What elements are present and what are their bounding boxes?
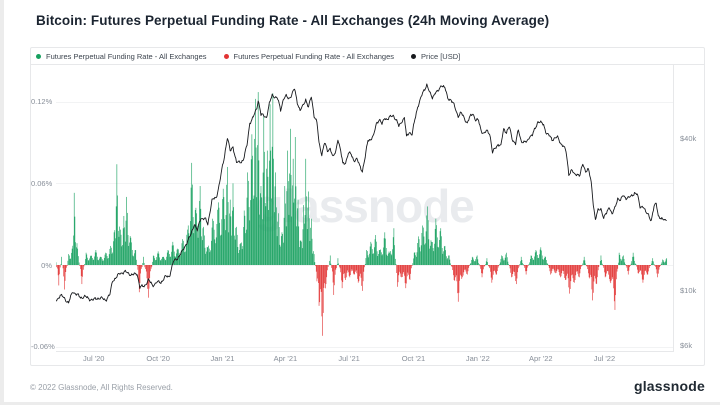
x-axis-tick: Jan '21 [210, 354, 235, 363]
chart-card: Futures Perpetual Funding Rate - All Exc… [30, 47, 705, 366]
x-axis-tick: Apr '21 [273, 354, 298, 363]
legend-label: Futures Perpetual Funding Rate - All Exc… [46, 51, 207, 61]
chart-title: Bitcoin: Futures Perpetual Funding Rate … [36, 13, 550, 28]
legend-item-price[interactable]: Price [USD] [411, 52, 460, 61]
x-axis-tick: Jul '22 [593, 354, 616, 363]
legend-label: Price [USD] [421, 51, 461, 61]
x-axis-tick: Jul '21 [338, 354, 360, 363]
x-axis-tick: Apr '22 [529, 354, 553, 363]
page-edge-left [0, 0, 4, 405]
legend-item-funding-negative[interactable]: Futures Perpetual Funding Rate - All Exc… [223, 51, 395, 61]
legend-label: Futures Perpetual Funding Rate - All Exc… [233, 51, 395, 61]
y-axis-right-tick: $40k [680, 134, 697, 144]
y-axis-right-tick: $6k [680, 341, 693, 351]
x-axis-tick: Jan '22 [465, 354, 490, 363]
page-edge-bottom [0, 402, 720, 405]
x-axis-tick: Jul '20 [83, 354, 105, 363]
y-axis-left-tick: 0.06% [31, 178, 53, 188]
gridline [56, 347, 673, 348]
y-axis-left-tick: -0.06% [31, 342, 55, 352]
gridline [56, 183, 673, 184]
x-axis-tick: Oct '21 [401, 354, 426, 363]
black-dot-icon [411, 53, 417, 59]
footer-copyright: © 2022 Glassnode, All Rights Reserved. [30, 383, 173, 392]
y-axis-right-tick: $10k [680, 285, 697, 295]
chart-canvas[interactable] [56, 65, 673, 351]
chart-plot[interactable]: glassnode [56, 65, 674, 352]
red-dot-icon [223, 53, 229, 59]
green-dot-icon [36, 53, 41, 59]
legend-item-funding-positive[interactable]: Futures Perpetual Funding Rate - All Exc… [36, 52, 207, 61]
y-axis-left-tick: 0.12% [31, 97, 53, 107]
price-line [56, 83, 667, 304]
legend: Futures Perpetual Funding Rate - All Exc… [31, 48, 704, 65]
y-axis-left-tick: 0% [41, 260, 52, 270]
x-axis-tick: Oct '20 [146, 354, 170, 363]
gridline [56, 102, 673, 103]
glassnode-logo: glassnode [633, 378, 705, 394]
